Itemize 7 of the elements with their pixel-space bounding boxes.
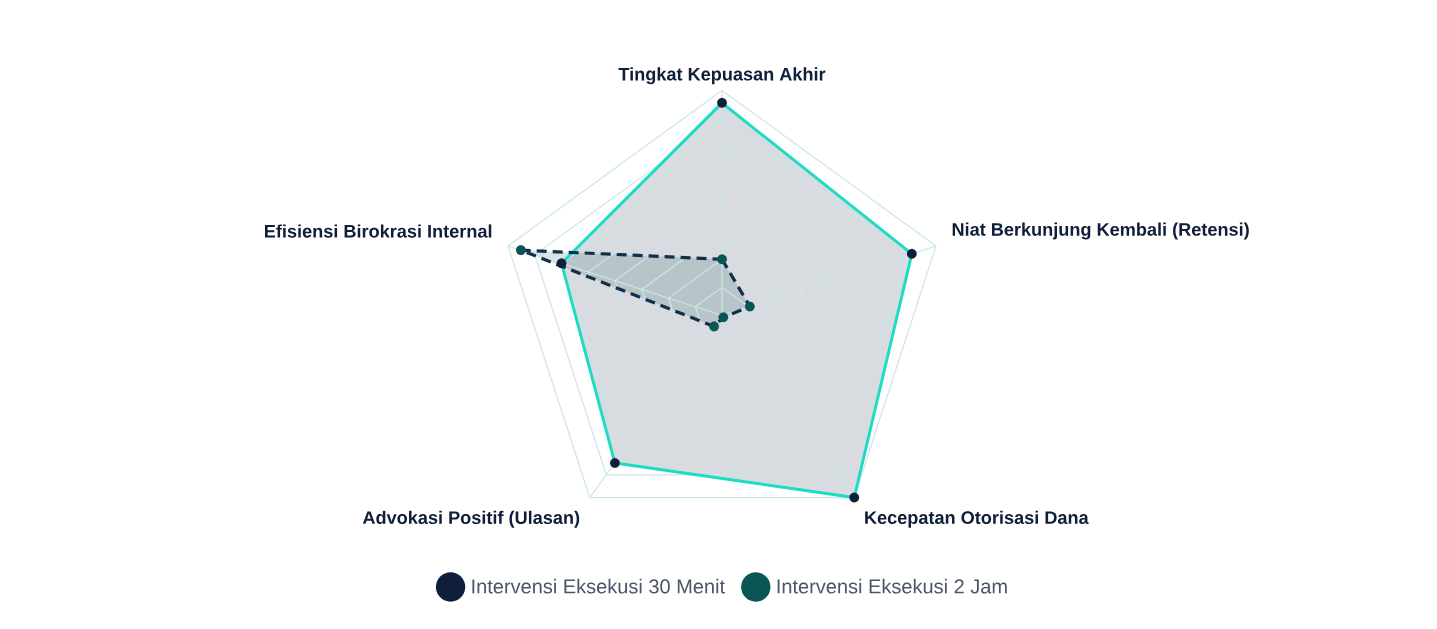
legend-label: Intervensi Eksekusi 30 Menit: [472, 578, 725, 594]
spoke-label: Advokasi Positif (Ulasan): [362, 510, 580, 528]
spoke-label: Niat Berkunjung Kembali (Retensi): [952, 222, 1249, 240]
spoke-label: Tingkat Kepuasan Akhir: [618, 67, 826, 85]
spoke-label: Kecepatan Otorisasi Dana: [865, 510, 1089, 528]
legend-label: Intervensi Eksekusi 2 Jam: [777, 578, 1007, 594]
spoke-label: Efisiensi Birokrasi Internal: [264, 224, 492, 238]
